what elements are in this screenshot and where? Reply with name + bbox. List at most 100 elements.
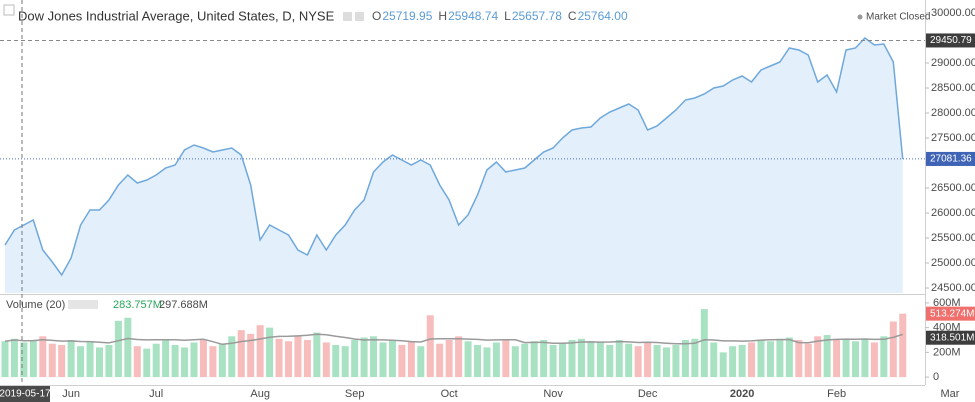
x-tick-label: Nov (543, 388, 563, 400)
volume-bar (294, 336, 302, 378)
volume-bar (10, 338, 18, 378)
y-tick-label: 600M (933, 297, 961, 309)
last-label: 27081.36 (930, 154, 972, 165)
volume-bar (719, 352, 727, 378)
volume-bar (370, 336, 378, 378)
volume-bar (540, 340, 548, 378)
volume-bar (58, 344, 66, 378)
volume-bar (247, 333, 255, 378)
ohlc-value: 25764.00 (578, 9, 628, 23)
volume-bar (332, 344, 340, 378)
volume-bar (852, 341, 859, 378)
volume-bar (464, 341, 472, 378)
volume-bar (285, 341, 292, 378)
volume-bar (455, 336, 463, 378)
y-tick-label: 27500.00 (931, 132, 975, 144)
market-status: Market Closed (866, 12, 930, 23)
volume-bar (700, 309, 708, 378)
volume-bar (48, 343, 56, 378)
y-tick-label: 25500.00 (931, 232, 975, 244)
volume-bar (96, 347, 103, 378)
x-tick-label: Jul (149, 388, 163, 400)
y-tick-label: 400M (933, 322, 961, 334)
price-area (5, 38, 903, 293)
volume-bar (426, 315, 434, 378)
volume-bar (672, 344, 680, 378)
x-tick-label: 2020 (730, 388, 754, 400)
volume-bar (228, 336, 236, 378)
volume-bar (77, 346, 85, 378)
volume-bar (114, 320, 122, 378)
plot (0, 37, 925, 378)
y-tick-label: 25000.00 (931, 257, 975, 269)
ma-last-label: 318.501M (930, 332, 974, 343)
volume-bar (199, 340, 207, 378)
volume-icons[interactable] (68, 300, 98, 309)
price-line (4, 37, 904, 277)
y-tick-label: 30000.00 (931, 7, 975, 19)
volume-legend: 297.688M (159, 299, 208, 311)
x-tick-label: Mar (941, 388, 960, 400)
volume-bar (889, 321, 897, 378)
ohlc-key: H (438, 9, 447, 23)
volume-bar (625, 343, 633, 378)
volume-bar (785, 337, 793, 378)
y-tick-label: 0 (933, 371, 939, 383)
volume-bar (105, 344, 113, 378)
y-tick-label: 28500.00 (931, 82, 975, 94)
volume-bar (880, 336, 888, 378)
volume-bar (483, 347, 491, 378)
volume-bar (776, 338, 784, 378)
axis: 24500.00 25000.00 25500.00 26000.00 26500.00… (925, 7, 975, 383)
x-tick-label: Sep (345, 388, 365, 400)
last-tag (926, 151, 975, 166)
volume-bar (814, 336, 822, 378)
volume-bar (823, 335, 831, 378)
ohlc: O 25719.95 H 25948.74 L 25657.78 C 25764.00 (372, 9, 628, 23)
volume-bar (407, 341, 415, 378)
volume-bar (1, 341, 9, 378)
volume-bar (341, 346, 349, 378)
volume-bar (587, 341, 595, 378)
volume-bar (29, 340, 37, 378)
volume-bar (502, 340, 510, 378)
volume-bar (663, 347, 670, 378)
ohlc-value: 25657.78 (512, 9, 562, 23)
volume-bar (729, 346, 737, 378)
volume-bar (899, 313, 907, 378)
volume-bar (39, 336, 47, 378)
y-tick-label: 24500.00 (931, 282, 975, 294)
volume-bar (218, 343, 226, 378)
status-dot (857, 14, 863, 20)
volume-bar (143, 348, 151, 378)
volume-bar (190, 342, 198, 378)
volume-bar (568, 340, 576, 378)
icon[interactable] (343, 12, 352, 21)
volume-bar (521, 343, 529, 378)
volume-bar (445, 340, 453, 378)
y-tick-label: 29000.00 (931, 57, 975, 69)
high-tag (926, 33, 975, 48)
volume-bar (133, 346, 141, 378)
volume-last-tag (926, 306, 975, 321)
volume-bar (615, 340, 623, 378)
volume-bar (691, 338, 699, 378)
volume-bar (596, 342, 604, 378)
icon[interactable] (355, 12, 364, 21)
volume-bar (870, 342, 878, 378)
volume-bar (606, 344, 614, 378)
volume-bar (67, 340, 75, 378)
volume-bar (492, 342, 500, 378)
volume-bar (266, 327, 274, 378)
y-tick-label: 200M (933, 346, 961, 358)
ohlc-key: O (372, 9, 381, 23)
volume-bar (474, 344, 481, 378)
volume-bar (861, 338, 869, 378)
ohlc-key: L (504, 9, 511, 23)
volume-bar (748, 342, 756, 378)
volume-bar (124, 317, 132, 378)
volume-legend: 283.757M (113, 299, 162, 311)
volume-bar (171, 344, 179, 378)
y-tick-label: 26500.00 (931, 182, 975, 194)
chart-title: Dow Jones Industrial Average, United Sta… (18, 8, 335, 23)
